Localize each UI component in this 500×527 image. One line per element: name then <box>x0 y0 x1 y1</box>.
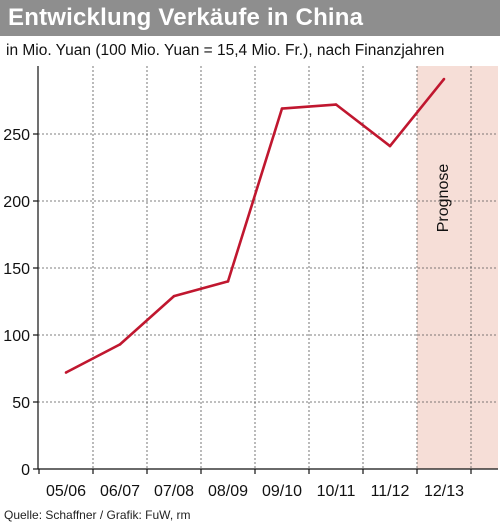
x-tick-label: 05/06 <box>46 483 86 500</box>
x-tick-label: 12/13 <box>424 483 464 500</box>
chart-title: Entwicklung Verkäufe in China <box>8 4 364 31</box>
x-tick-label: 07/08 <box>154 483 194 500</box>
x-tick-label: 06/07 <box>100 483 140 500</box>
chart-subtitle: in Mio. Yuan (100 Mio. Yuan = 15,4 Mio. … <box>6 42 445 59</box>
title-bar: Entwicklung Verkäufe in China <box>0 0 500 36</box>
source-note: Quelle: Schaffner / Grafik: FuW, rm <box>4 508 191 522</box>
forecast-label: Prognose <box>435 164 452 233</box>
y-tick-label: 150 <box>3 261 30 278</box>
gridlines <box>38 66 498 469</box>
y-tick-label: 0 <box>21 462 30 479</box>
y-tick-label: 100 <box>3 328 30 345</box>
y-tick-label: 200 <box>3 194 30 211</box>
axes <box>33 66 498 474</box>
x-tick-label: 10/11 <box>317 483 356 500</box>
y-tick-labels: 0 50 100 150 200 250 <box>3 127 30 479</box>
data-point <box>388 144 392 148</box>
data-point <box>64 371 68 374</box>
y-tick-label: 50 <box>12 395 30 412</box>
data-point <box>226 280 230 283</box>
data-point <box>280 107 284 110</box>
x-tick-label: 08/09 <box>208 483 248 500</box>
data-point <box>334 103 338 106</box>
data-point <box>172 294 176 298</box>
x-tick-label: 09/10 <box>262 483 302 500</box>
x-tick-label: 11/12 <box>371 483 410 500</box>
series-line <box>65 78 446 374</box>
x-tick-labels: 05/06 06/07 07/08 08/09 09/10 10/11 11/12 12/13 <box>46 483 464 500</box>
data-point <box>118 343 122 346</box>
forecast-band <box>417 66 498 469</box>
y-tick-label: 250 <box>3 127 30 144</box>
data-point <box>442 77 446 81</box>
